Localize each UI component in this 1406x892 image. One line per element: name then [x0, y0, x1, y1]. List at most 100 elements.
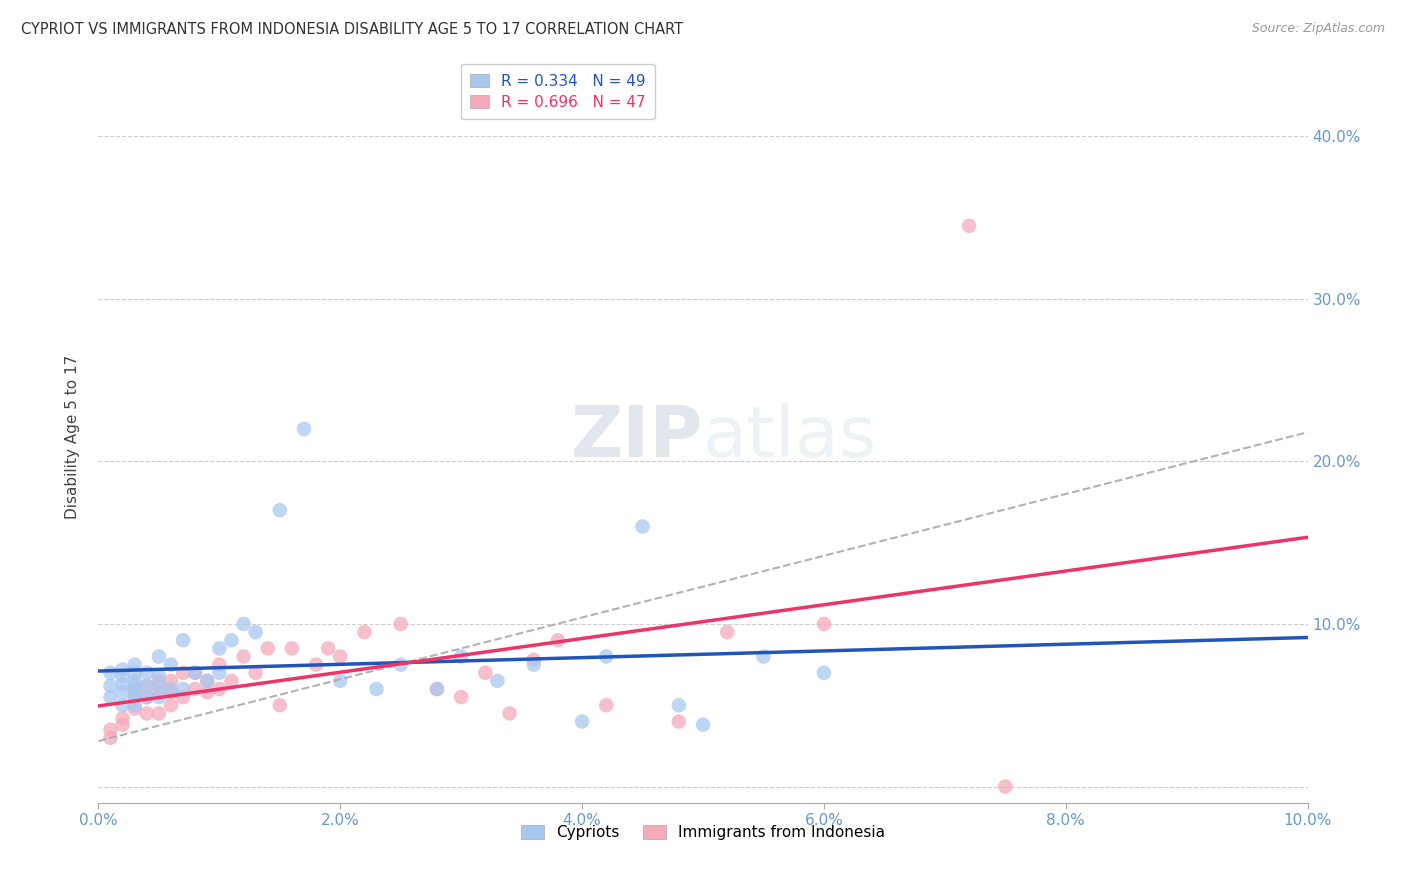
Point	[994, 780, 1017, 794]
Point	[269, 698, 291, 713]
Point	[111, 718, 134, 732]
Point	[124, 665, 146, 680]
Point	[366, 681, 388, 696]
Point	[184, 665, 207, 680]
Point	[668, 698, 690, 713]
Point	[195, 673, 218, 688]
Point	[208, 681, 231, 696]
Point	[329, 673, 352, 688]
Point	[135, 690, 157, 705]
Point	[160, 681, 183, 696]
Text: CYPRIOT VS IMMIGRANTS FROM INDONESIA DISABILITY AGE 5 TO 17 CORRELATION CHART: CYPRIOT VS IMMIGRANTS FROM INDONESIA DIS…	[21, 22, 683, 37]
Point	[148, 685, 170, 699]
Point	[111, 711, 134, 725]
Point	[124, 657, 146, 672]
Point	[148, 649, 170, 664]
Point	[547, 633, 569, 648]
Point	[353, 625, 375, 640]
Point	[813, 665, 835, 680]
Point	[195, 685, 218, 699]
Point	[148, 706, 170, 721]
Point	[172, 681, 194, 696]
Point	[269, 503, 291, 517]
Point	[316, 641, 339, 656]
Point	[232, 649, 254, 664]
Point	[595, 649, 617, 664]
Point	[148, 690, 170, 705]
Point	[752, 649, 775, 664]
Point	[329, 649, 352, 664]
Point	[124, 701, 146, 715]
Point	[135, 706, 157, 721]
Point	[111, 685, 134, 699]
Point	[100, 665, 122, 680]
Point	[389, 657, 412, 672]
Point	[668, 714, 690, 729]
Point	[184, 681, 207, 696]
Point	[450, 690, 472, 705]
Point	[148, 669, 170, 683]
Point	[111, 663, 134, 677]
Point	[716, 625, 738, 640]
Point	[135, 679, 157, 693]
Point	[450, 649, 472, 664]
Point	[172, 665, 194, 680]
Point	[148, 679, 170, 693]
Text: ZIP: ZIP	[571, 402, 703, 472]
Point	[111, 698, 134, 713]
Point	[160, 698, 183, 713]
Point	[523, 653, 546, 667]
Text: atlas: atlas	[703, 402, 877, 472]
Point	[184, 665, 207, 680]
Point	[571, 714, 593, 729]
Point	[256, 641, 278, 656]
Point	[100, 723, 122, 737]
Point	[172, 633, 194, 648]
Point	[498, 706, 520, 721]
Point	[595, 698, 617, 713]
Point	[208, 657, 231, 672]
Point	[957, 219, 980, 233]
Point	[160, 685, 183, 699]
Legend: Cypriots, Immigrants from Indonesia: Cypriots, Immigrants from Indonesia	[515, 819, 891, 847]
Point	[124, 690, 146, 705]
Point	[305, 657, 328, 672]
Point	[100, 690, 122, 705]
Text: Source: ZipAtlas.com: Source: ZipAtlas.com	[1251, 22, 1385, 36]
Point	[172, 690, 194, 705]
Point	[474, 665, 496, 680]
Point	[160, 673, 183, 688]
Point	[245, 625, 267, 640]
Point	[245, 665, 267, 680]
Point	[160, 657, 183, 672]
Y-axis label: Disability Age 5 to 17: Disability Age 5 to 17	[65, 355, 80, 519]
Point	[692, 718, 714, 732]
Point	[208, 665, 231, 680]
Point	[232, 617, 254, 632]
Point	[148, 673, 170, 688]
Point	[523, 657, 546, 672]
Point	[221, 633, 243, 648]
Point	[100, 731, 122, 745]
Point	[135, 690, 157, 705]
Point	[813, 617, 835, 632]
Point	[426, 681, 449, 696]
Point	[124, 690, 146, 705]
Point	[389, 617, 412, 632]
Point	[281, 641, 304, 656]
Point	[135, 665, 157, 680]
Point	[426, 681, 449, 696]
Point	[100, 679, 122, 693]
Point	[221, 673, 243, 688]
Point	[124, 673, 146, 688]
Point	[124, 681, 146, 696]
Point	[124, 685, 146, 699]
Point	[208, 641, 231, 656]
Point	[124, 698, 146, 713]
Point	[292, 422, 315, 436]
Point	[111, 669, 134, 683]
Point	[111, 677, 134, 691]
Point	[486, 673, 509, 688]
Point	[124, 679, 146, 693]
Point	[195, 673, 218, 688]
